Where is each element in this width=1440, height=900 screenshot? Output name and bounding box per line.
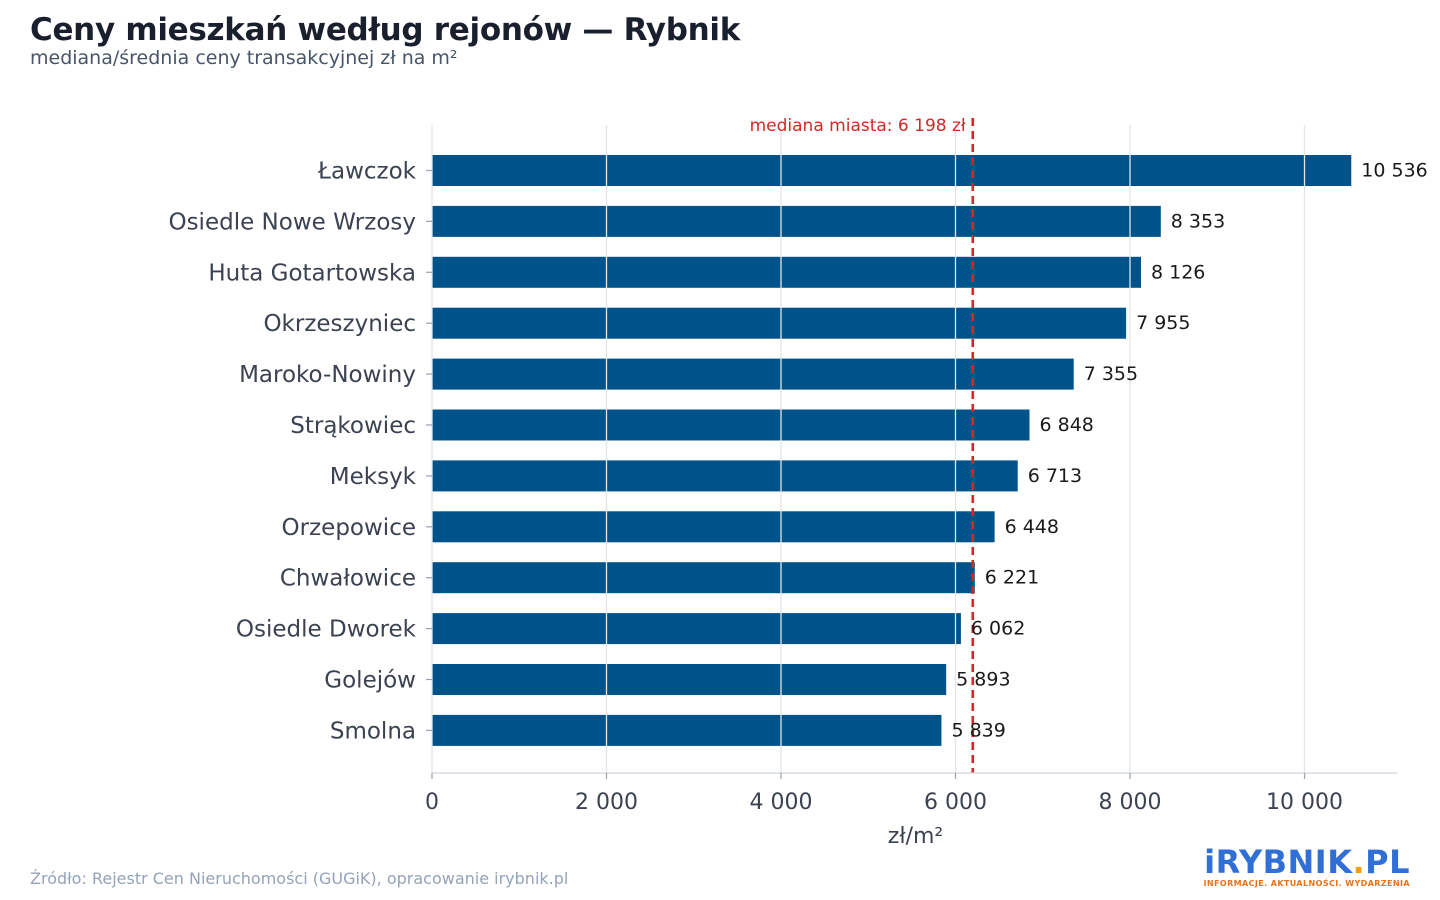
value-label: 10 536 bbox=[1361, 160, 1427, 182]
value-label: 5 893 bbox=[956, 669, 1010, 691]
chart-subtitle: mediana/średnia ceny transakcyjnej zł na… bbox=[30, 47, 458, 69]
brand-logo: iRYBNIK.PL INFORMACJE. AKTUALNOŚCI. WYDA… bbox=[1204, 846, 1410, 888]
value-label: 6 221 bbox=[985, 567, 1039, 589]
logo-tagline: INFORMACJE. AKTUALNOŚCI. WYDARZENIA bbox=[1203, 879, 1410, 888]
x-axis-label: zł/m² bbox=[888, 824, 943, 849]
source-note: Źródło: Rejestr Cen Nieruchomości (GUGiK… bbox=[30, 869, 569, 888]
category-label: Meksyk bbox=[330, 464, 417, 490]
value-label: 7 355 bbox=[1084, 363, 1138, 385]
chart-title: Ceny mieszkań według rejonów — Rybnik bbox=[30, 12, 741, 48]
category-label: Okrzeszyniec bbox=[263, 311, 416, 337]
bar bbox=[432, 409, 1030, 441]
bar bbox=[432, 714, 942, 746]
bar bbox=[432, 155, 1352, 186]
bar bbox=[432, 664, 947, 695]
value-label: 8 353 bbox=[1171, 210, 1225, 232]
value-label: 5 839 bbox=[951, 719, 1005, 741]
logo-wordmark: iRYBNIK.PL bbox=[1204, 843, 1410, 881]
category-label: Orzepowice bbox=[282, 515, 416, 541]
value-label: 6 848 bbox=[1039, 414, 1093, 436]
category-label: Chwałowice bbox=[280, 566, 416, 592]
bar bbox=[432, 460, 1018, 492]
bar bbox=[432, 613, 961, 645]
median-reference-label: mediana miasta: 6 198 zł bbox=[750, 116, 966, 136]
value-label: 6 448 bbox=[1005, 516, 1059, 538]
x-tick-label: 8 000 bbox=[1099, 790, 1162, 815]
x-tick-label: 4 000 bbox=[750, 790, 813, 815]
x-tick-label: 0 bbox=[425, 790, 439, 815]
category-label: Ławczok bbox=[317, 159, 417, 185]
category-label: Maroko-Nowiny bbox=[239, 362, 416, 388]
category-label: Huta Gotartowska bbox=[208, 260, 416, 286]
bar bbox=[432, 511, 995, 543]
value-label: 6 713 bbox=[1028, 465, 1082, 487]
x-tick-label: 10 000 bbox=[1266, 790, 1343, 815]
value-label: 6 062 bbox=[971, 618, 1025, 640]
bar bbox=[432, 205, 1161, 237]
category-label: Golejów bbox=[324, 668, 416, 694]
bar bbox=[432, 256, 1141, 288]
category-label: Smolna bbox=[330, 718, 416, 744]
value-label: 8 126 bbox=[1151, 261, 1205, 283]
bar bbox=[432, 562, 975, 594]
x-tick-label: 2 000 bbox=[575, 790, 638, 815]
bar bbox=[432, 358, 1074, 390]
bar bbox=[432, 307, 1127, 339]
value-label: 7 955 bbox=[1136, 312, 1190, 334]
category-label: Osiedle Dworek bbox=[236, 617, 417, 643]
x-tick-label: 6 000 bbox=[924, 790, 987, 815]
category-label: Strąkowiec bbox=[290, 413, 416, 439]
category-label: Osiedle Nowe Wrzosy bbox=[168, 209, 416, 235]
